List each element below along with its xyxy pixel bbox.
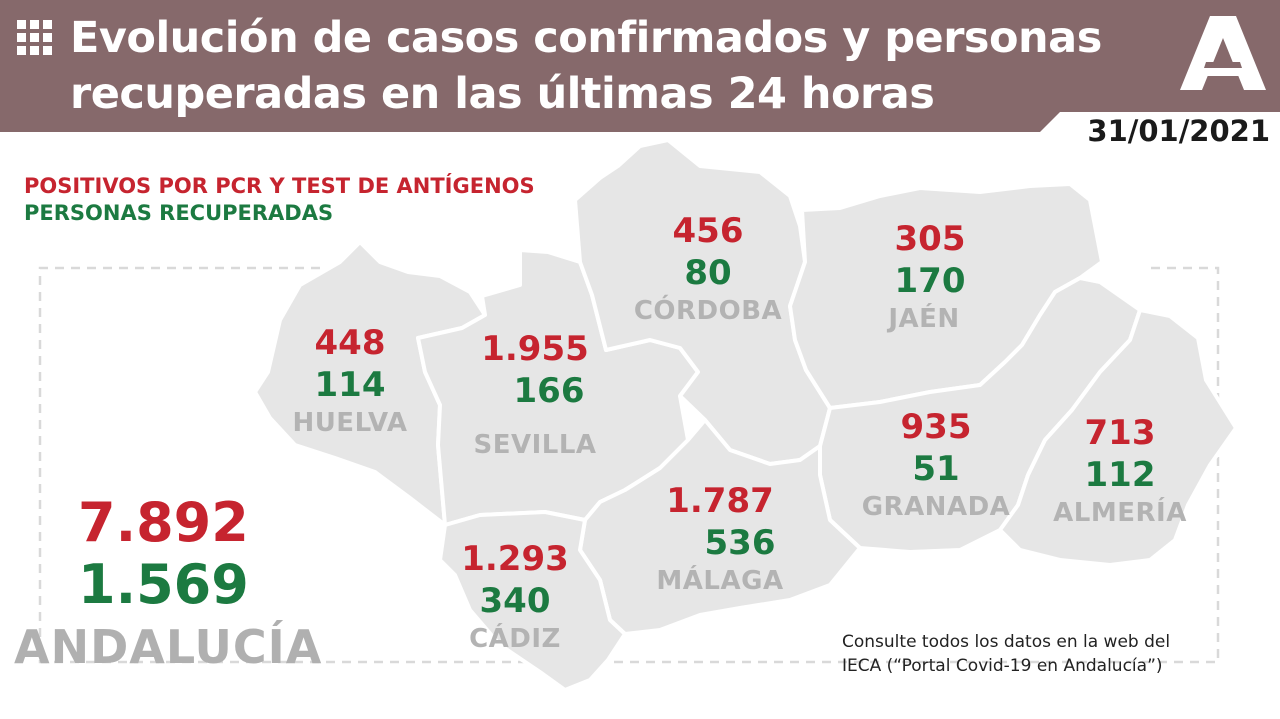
cadiz-recovered: 340 xyxy=(479,581,551,621)
title-line-2: recuperadas en las últimas 24 horas xyxy=(70,69,935,119)
province-almeria xyxy=(998,308,1238,567)
footer-line-1: Consulte todos los datos en la web del xyxy=(842,632,1171,652)
frame-dashed-border xyxy=(38,266,1220,664)
legend-positives: POSITIVOS POR PCR Y TEST DE ANTÍGENOS xyxy=(24,174,535,198)
title-line-1: Evolución de casos confirmados y persona… xyxy=(70,13,1102,63)
footer-note: Consulte todos los datos en la web del I… xyxy=(842,630,1212,678)
granada-recovered: 51 xyxy=(912,449,960,489)
report-date: 31/01/2021 xyxy=(1087,114,1270,148)
page-title: Evolución de casos confirmados y persona… xyxy=(70,10,1150,122)
huelva-positives: 448 xyxy=(314,323,386,363)
malaga-recovered: 536 xyxy=(704,523,776,563)
total-values: 7.892 1.569 xyxy=(78,491,249,616)
province-label-granada: 935 51 GRANADA xyxy=(856,406,1016,524)
cordoba-recovered: 80 xyxy=(684,253,732,293)
cadiz-positives: 1.293 xyxy=(461,539,569,579)
province-label-cordoba: 456 80 CÓRDOBA xyxy=(628,210,788,328)
footer-line-2: IECA (“Portal Covid-19 en Andalucía”) xyxy=(842,656,1163,676)
cordoba-name: CÓRDOBA xyxy=(633,296,783,326)
jaen-name: JAÉN xyxy=(888,304,960,334)
almeria-recovered: 112 xyxy=(1084,455,1156,495)
cordoba-positives: 456 xyxy=(672,211,744,251)
province-label-malaga: 1.787 536 MÁLAGA xyxy=(650,480,790,598)
jaen-recovered: 170 xyxy=(894,261,966,301)
province-cadiz xyxy=(438,510,627,692)
sevilla-positives: 1.955 xyxy=(481,329,589,369)
jaen-positives: 305 xyxy=(894,219,966,259)
date-tab xyxy=(1040,112,1280,156)
sevilla-name: SEVILLA xyxy=(473,430,597,460)
province-label-sevilla: 1.955 166 SEVILLA xyxy=(460,328,610,462)
legend-recovered: PERSONAS RECUPERADAS xyxy=(24,201,334,225)
cadiz-name: CÁDIZ xyxy=(469,624,561,654)
malaga-positives: 1.787 xyxy=(666,481,774,521)
junta-andalucia-logo-icon xyxy=(1180,16,1266,90)
granada-name: GRANADA xyxy=(861,492,1011,522)
total-recovered: 1.569 xyxy=(78,553,249,616)
province-label-huelva: 448 114 HUELVA xyxy=(280,322,420,440)
grid-icon xyxy=(17,20,52,55)
province-label-jaen: 305 170 JAÉN xyxy=(860,218,1000,336)
huelva-name: HUELVA xyxy=(292,408,408,438)
province-label-almeria: 713 112 ALMERÍA xyxy=(1045,412,1195,530)
province-label-cadiz: 1.293 340 CÁDIZ xyxy=(440,538,590,656)
total-region-name: ANDALUCÍA xyxy=(14,620,323,674)
header-bar: Evolución de casos confirmados y persona… xyxy=(0,0,1280,132)
almeria-positives: 713 xyxy=(1084,413,1156,453)
granada-positives: 935 xyxy=(900,407,972,447)
sevilla-recovered: 166 xyxy=(513,371,585,411)
almeria-name: ALMERÍA xyxy=(1053,498,1187,528)
total-positives: 7.892 xyxy=(78,491,249,554)
malaga-name: MÁLAGA xyxy=(656,566,784,596)
huelva-recovered: 114 xyxy=(314,365,386,405)
